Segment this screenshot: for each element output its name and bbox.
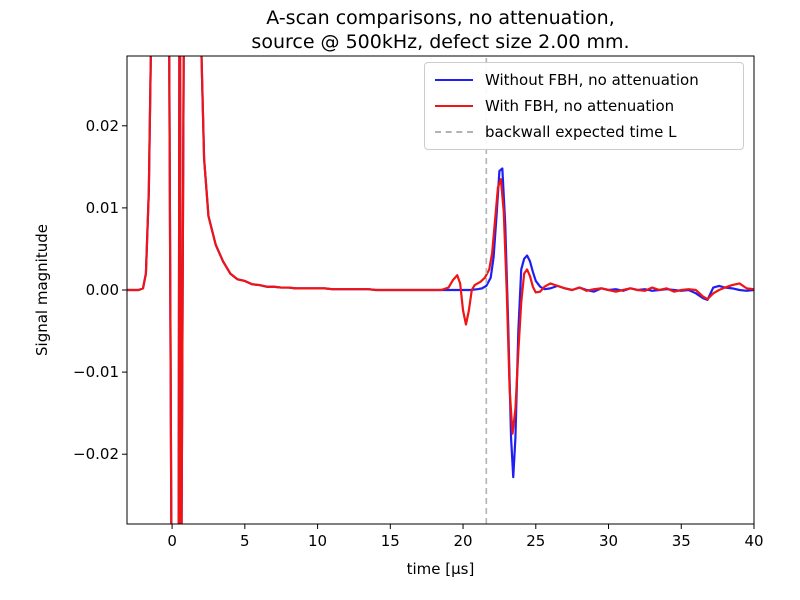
x-tick-label: 15 [381, 532, 400, 550]
legend-label: Without FBH, no attenuation [485, 71, 699, 89]
y-tick-label: 0.02 [86, 117, 119, 135]
y-tick-label: −0.01 [73, 363, 119, 381]
x-axis-label: time [µs] [406, 560, 475, 578]
x-tick-label: 35 [672, 532, 691, 550]
legend-entry-without-fbh: Without FBH, no attenuation [435, 67, 699, 93]
y-tick-label: −0.02 [73, 445, 119, 463]
legend-swatch-blue-line [435, 79, 473, 81]
x-tick-label: 5 [240, 532, 250, 550]
x-tick-label: 0 [167, 532, 177, 550]
legend-swatch-dashed-line [435, 131, 473, 133]
x-tick-label: 10 [308, 532, 327, 550]
x-tick-label: 20 [454, 532, 473, 550]
axis-ticks: 0 5 10 15 20 25 30 35 40 −0.02 −0.01 0.00 0.01 0.02 [73, 55, 764, 550]
series-line-1 [127, 56, 754, 524]
y-tick-label: 0.01 [86, 199, 119, 217]
legend: Without FBH, no attenuation With FBH, no… [424, 62, 744, 150]
legend-swatch-red-line [435, 105, 473, 107]
x-tick-label: 25 [526, 532, 545, 550]
chart-title-line-1: A-scan comparisons, no attenuation, [266, 7, 615, 29]
legend-entry-backwall: backwall expected time L [435, 119, 676, 145]
legend-label: backwall expected time L [485, 123, 677, 141]
x-tick-label: 30 [599, 532, 618, 550]
x-tick-label: 40 [744, 532, 763, 550]
chart-title-line-2: source @ 500kHz, defect size 2.00 mm. [251, 31, 630, 53]
legend-label: With FBH, no attenuation [485, 97, 675, 115]
y-axis-label: Signal magnitude [33, 224, 51, 356]
y-tick-label: 0.00 [86, 281, 119, 299]
legend-entry-with-fbh: With FBH, no attenuation [435, 93, 674, 119]
